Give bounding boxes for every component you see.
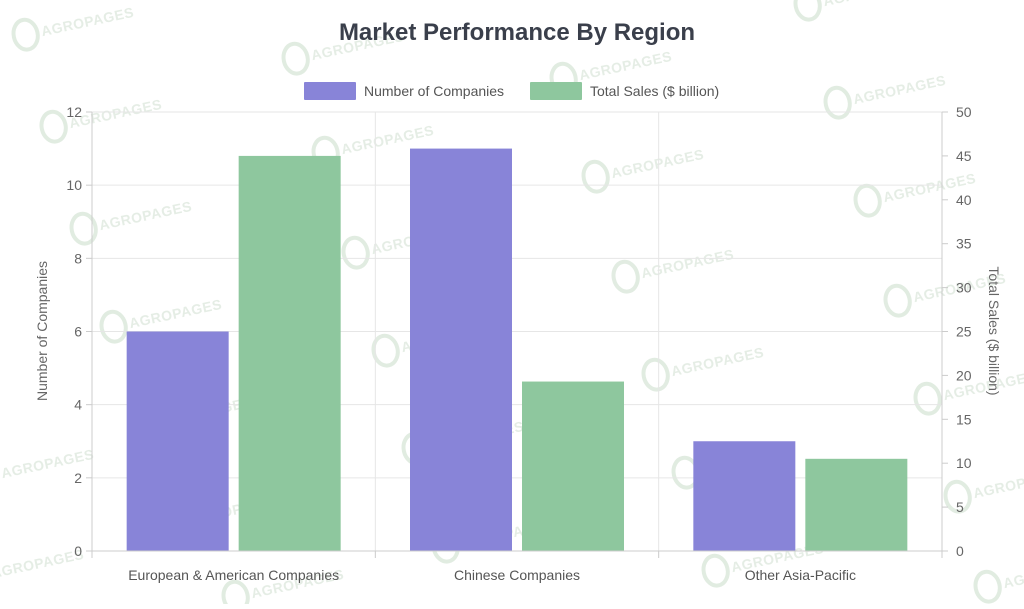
y-right-tick-label: 25 — [956, 324, 972, 340]
x-category-label: European & American Companies — [128, 567, 339, 583]
watermark-logo-ring — [221, 579, 250, 609]
watermark-logo-ring — [883, 283, 912, 318]
y-left-tick-label: 2 — [74, 470, 82, 486]
agropages-logo: AGROPAGES — [943, 466, 1024, 514]
watermark-text: AGROPAGES — [852, 72, 948, 107]
watermark-logo-ring — [11, 17, 40, 52]
y-right-tick-label: 10 — [956, 455, 972, 471]
y-right-tick-label: 0 — [956, 543, 964, 559]
watermark-logo-ring — [341, 235, 370, 270]
agropages-logo: AGROPAGES — [39, 96, 163, 144]
bar-companies[interactable] — [410, 148, 512, 552]
watermark-logo-ring — [99, 309, 128, 344]
x-category-label: Chinese Companies — [454, 567, 580, 583]
legend: Number of Companies Total Sales ($ billi… — [304, 82, 719, 100]
bar-sales[interactable] — [522, 381, 624, 551]
watermark-text: AGROPAGES — [40, 4, 136, 39]
y-left-tick-label: 6 — [74, 324, 82, 340]
watermark-text: AGROPAGES — [640, 246, 736, 281]
agropages-logo: AGROPAGES — [641, 344, 766, 392]
y-left-tick-label: 12 — [66, 104, 82, 120]
watermark-logo-ring — [69, 211, 98, 246]
y-right-tick-label: 30 — [956, 280, 972, 296]
agropages-logo: AGROPAGES — [69, 198, 194, 246]
agropages-logo: AGROPAGES — [853, 170, 977, 218]
y-left-axis-title: Number of Companies — [34, 261, 50, 401]
legend-swatch-companies — [304, 82, 356, 100]
watermark-logo-ring — [611, 259, 640, 294]
axes-layer: 0 2 4 6 8 10 12 0 5 10 15 20 25 30 35 40 45 50 European & … — [66, 104, 971, 583]
watermark-logo-ring — [701, 553, 730, 588]
watermark-text: AGROPAGES — [1002, 556, 1024, 591]
y-right-tick-label: 20 — [956, 367, 972, 383]
y-right-tick-label: 15 — [956, 411, 972, 427]
legend-item-sales[interactable]: Total Sales ($ billion) — [530, 82, 719, 100]
y-right-tick-label: 35 — [956, 236, 972, 252]
watermark-text: AGROPAGES — [98, 198, 194, 233]
watermark-logo-ring — [943, 479, 972, 514]
legend-item-companies[interactable]: Number of Companies — [304, 82, 504, 100]
y-left-tick-label: 8 — [74, 250, 82, 266]
watermark-logo-ring — [371, 333, 400, 368]
watermark-text: AGROPAGES — [972, 466, 1024, 501]
y-right-axis-title: Total Sales ($ billion) — [986, 266, 1002, 395]
y-right-tick-label: 5 — [956, 499, 964, 515]
watermark-text: AGROPAGES — [610, 146, 706, 181]
y-right-tick-label: 40 — [956, 192, 972, 208]
y-left-tick-label: 10 — [66, 177, 82, 193]
chart-title: Market Performance By Region — [339, 19, 695, 46]
watermark-logo-ring — [823, 85, 852, 120]
y-left-tick-label: 4 — [74, 397, 82, 413]
agropages-logo: AGROPAGES — [11, 4, 136, 52]
bar-sales[interactable] — [805, 458, 908, 551]
bars-layer — [126, 148, 908, 552]
watermark-logo-ring — [39, 109, 68, 144]
y-right-tick-label: 50 — [956, 104, 972, 120]
bar-companies[interactable] — [693, 441, 796, 551]
watermark-logo-ring — [973, 569, 1002, 604]
watermark-text: AGROPAGES — [0, 546, 85, 581]
y-right-tick-label: 45 — [956, 148, 972, 164]
watermark-logo-ring — [281, 41, 310, 76]
bar-companies[interactable] — [126, 331, 229, 552]
watermark-text: AGROPAGES — [942, 368, 1024, 403]
watermark-text: AGROPAGES — [822, 0, 918, 9]
y-left-tick-label: 0 — [74, 543, 82, 559]
watermark-logo-ring — [641, 357, 670, 392]
x-category-label: Other Asia-Pacific — [745, 567, 856, 583]
grid-lines — [91, 111, 943, 552]
agropages-logo: AGROPAGES — [973, 556, 1024, 604]
bar-sales[interactable] — [238, 155, 341, 551]
legend-label-companies: Number of Companies — [364, 83, 504, 99]
watermark-text: AGROPAGES — [670, 344, 766, 379]
agropages-logo: AGROPAGES — [611, 246, 736, 294]
legend-swatch-sales — [530, 82, 582, 100]
watermark-text: AGROPAGES — [578, 48, 674, 83]
watermark-text: AGROPAGES — [128, 296, 224, 331]
watermark-logo-ring — [853, 183, 882, 218]
agropages-logo: AGROPAGES — [793, 0, 918, 22]
watermark-logo-ring — [913, 381, 942, 416]
agropages-logo: AGROPAGES — [0, 446, 95, 481]
watermark-logo-ring — [581, 159, 610, 194]
legend-label-sales: Total Sales ($ billion) — [590, 83, 719, 99]
watermark-logo-ring — [793, 0, 822, 22]
